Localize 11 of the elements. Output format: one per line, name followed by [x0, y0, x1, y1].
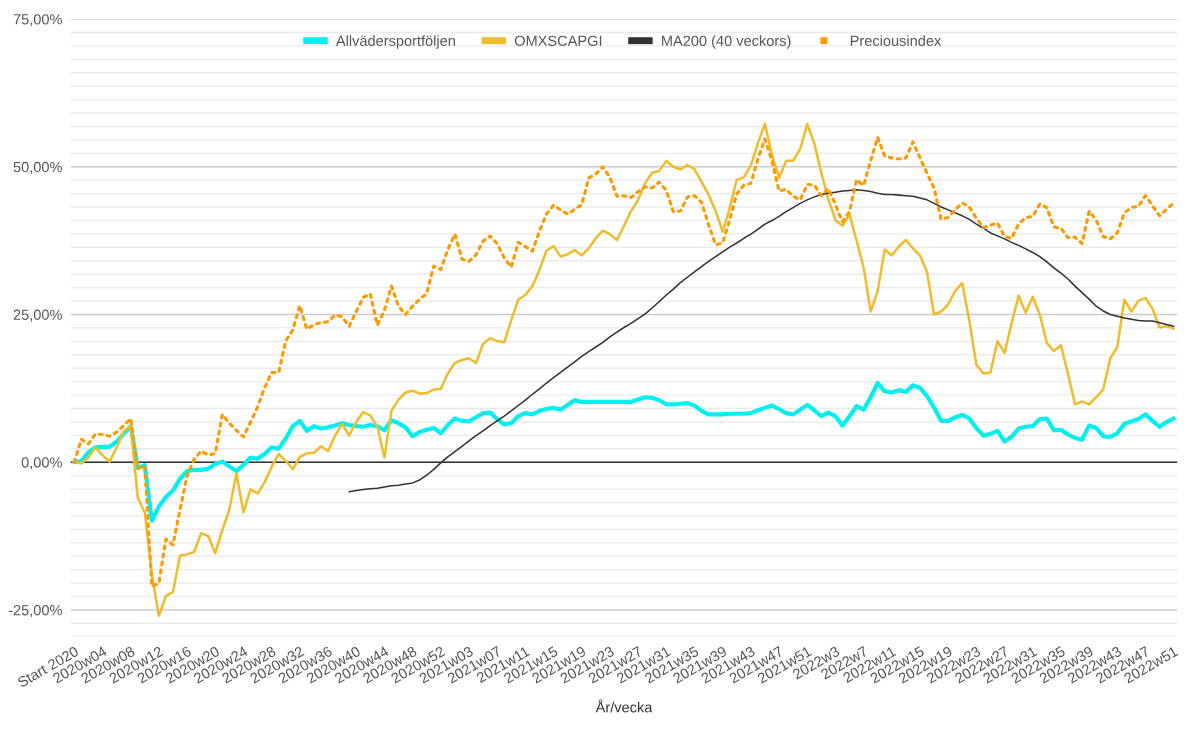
- y-tick-label: 50,00%: [13, 161, 62, 174]
- y-tick-label: -25,00%: [8, 605, 62, 618]
- legend-label: OMXSCAPGI: [514, 35, 602, 46]
- y-tick-label: 25,00%: [13, 309, 62, 322]
- legend-label: Allvädersportföljen: [335, 35, 455, 49]
- y-tick-label: 75,00%: [13, 14, 62, 27]
- x-axis-title: År/vecka: [595, 699, 653, 713]
- y-tick-label: 0,00%: [21, 457, 62, 470]
- line-series: [72, 380, 1176, 523]
- legend-label: Preciousindex: [850, 35, 942, 46]
- legend-label: MA200 (40 veckors): [662, 35, 791, 49]
